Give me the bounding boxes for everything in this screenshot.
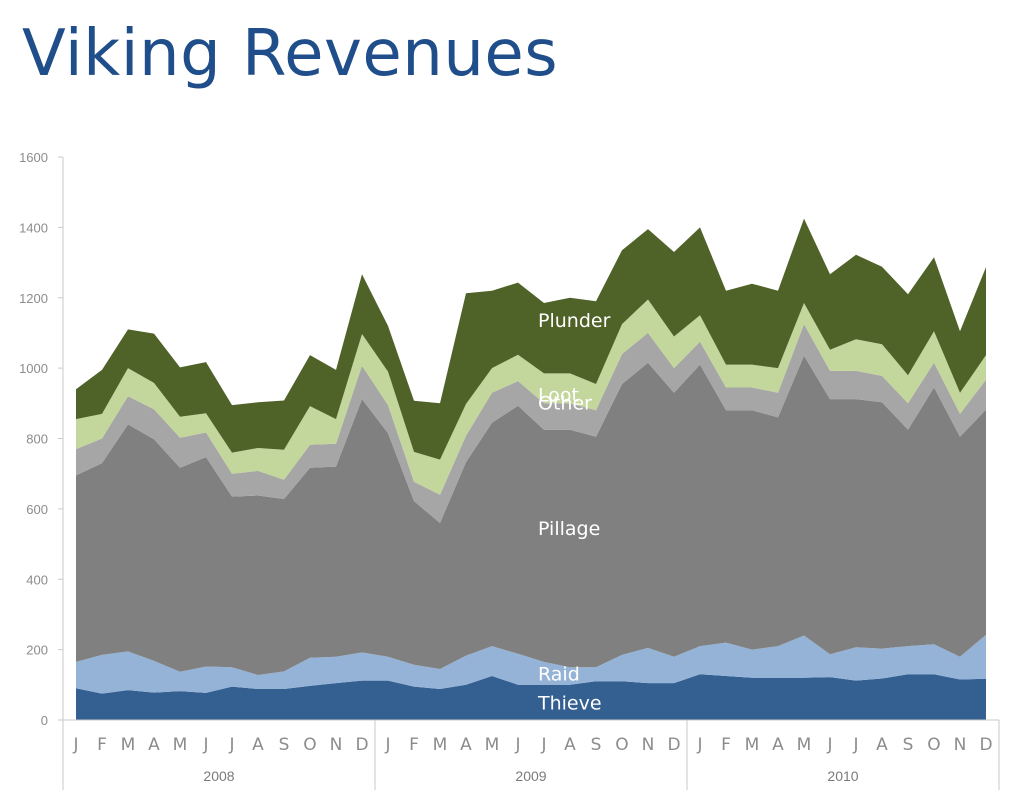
y-tick-label: 1400 — [19, 220, 48, 235]
y-axis-ticks: 0 200 400 600 800 1000 1200 1400 1600 — [19, 150, 63, 728]
x-tick-label: S — [279, 735, 290, 755]
x-tick-label: F — [721, 735, 731, 755]
x-tick-label: A — [876, 735, 888, 755]
y-tick-label: 400 — [26, 572, 48, 587]
area-loot — [76, 299, 986, 495]
x-tick-label: J — [826, 735, 832, 755]
y-tick-label: 1600 — [19, 150, 48, 165]
x-tick-label: N — [954, 735, 967, 755]
x-tick-label: J — [696, 735, 702, 755]
series-label-raid: Raid — [538, 663, 580, 685]
x-tick-label: M — [745, 735, 760, 755]
y-tick-label: 800 — [26, 432, 48, 447]
x-tick-label: A — [148, 735, 160, 755]
area-other — [76, 324, 986, 523]
x-tick-label: A — [252, 735, 264, 755]
series-label-other: Other — [538, 393, 592, 415]
x-tick-label: S — [903, 735, 914, 755]
x-tick-label: J — [384, 735, 390, 755]
year-label: 2009 — [515, 768, 546, 784]
x-tick-label: F — [409, 735, 419, 755]
x-tick-label: N — [642, 735, 655, 755]
series-areas — [76, 218, 986, 720]
x-tick-label: M — [485, 735, 500, 755]
x-tick-label: J — [202, 735, 208, 755]
y-tick-label: 1200 — [19, 291, 48, 306]
year-label: 2010 — [827, 768, 858, 784]
year-label: 2008 — [203, 768, 234, 784]
x-tick-label: J — [540, 735, 546, 755]
x-tick-label: O — [927, 735, 940, 755]
x-tick-label: M — [173, 735, 188, 755]
area-raid — [76, 634, 986, 694]
x-tick-label: M — [797, 735, 812, 755]
y-tick-label: 1000 — [19, 361, 48, 376]
x-tick-label: A — [460, 735, 472, 755]
x-tick-label: D — [979, 735, 992, 755]
x-tick-label: O — [303, 735, 316, 755]
area-thieve — [76, 674, 986, 720]
x-tick-label: F — [97, 735, 107, 755]
x-axis-ticks: J F M A M J J A S O N D J F M A M J J A S O N D J F M A M J J A S O N D2008… — [62, 720, 1000, 790]
series-label-thieve: Thieve — [537, 692, 602, 714]
x-tick-label: O — [615, 735, 628, 755]
y-tick-label: 0 — [41, 713, 48, 728]
x-tick-label: M — [121, 735, 136, 755]
x-tick-label: D — [355, 735, 368, 755]
x-tick-label: J — [514, 735, 520, 755]
x-tick-label: D — [667, 735, 680, 755]
x-tick-label: S — [591, 735, 602, 755]
x-tick-label: N — [330, 735, 343, 755]
x-tick-label: A — [564, 735, 576, 755]
x-tick-label: A — [772, 735, 784, 755]
area-pillage — [76, 355, 986, 675]
chart-title: Viking Revenues — [22, 17, 559, 91]
y-tick-label: 600 — [26, 502, 48, 517]
area-plunder — [76, 218, 986, 460]
x-tick-label: M — [433, 735, 448, 755]
x-tick-label: J — [228, 735, 234, 755]
series-label-pillage: Pillage — [538, 518, 600, 540]
x-tick-label: J — [852, 735, 858, 755]
x-tick-label: J — [72, 735, 78, 755]
series-label-plunder: Plunder — [538, 310, 611, 332]
series-label-loot: Loot — [538, 384, 579, 406]
y-tick-label: 200 — [26, 643, 48, 658]
